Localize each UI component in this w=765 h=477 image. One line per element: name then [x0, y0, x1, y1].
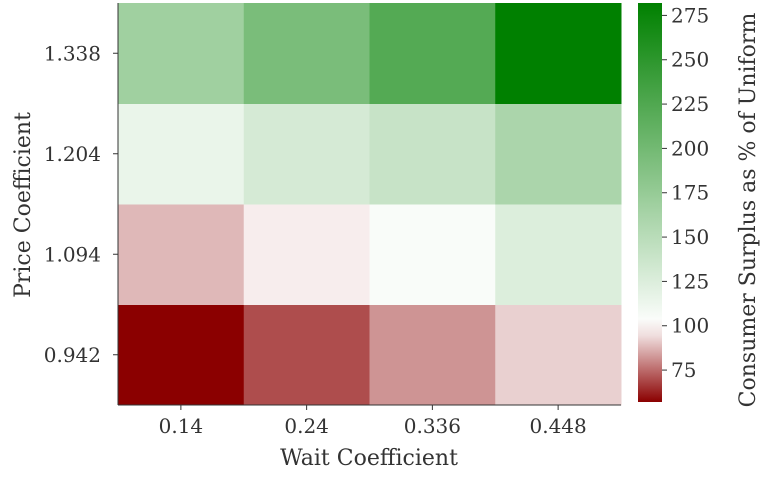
plot-axes [117, 3, 621, 406]
x-tick-label: 0.336 [404, 414, 461, 438]
heatmap-cell [118, 304, 245, 406]
heatmap-cell [495, 3, 622, 104]
colorbar-ticks: 75 100 125 150 175 200 225 250 275 [662, 3, 709, 382]
heatmap-cell [369, 304, 496, 406]
x-axis-label: Wait Coefficient [280, 446, 458, 471]
y-tick-label: 1.338 [44, 41, 101, 65]
y-tick-label: 1.094 [44, 242, 101, 266]
colorbar-tick-label: 125 [671, 269, 709, 293]
heatmap-cell [118, 3, 245, 104]
heatmap-cell [118, 204, 245, 305]
colorbar-tick-label: 275 [671, 3, 709, 27]
heatmap-cell [495, 103, 622, 205]
colorbar-tick-label: 225 [671, 92, 709, 116]
heatmap-cell [369, 204, 496, 305]
colorbar-tick-label: 150 [671, 225, 709, 249]
colorbar-tick-label: 200 [671, 136, 709, 160]
heatmap-cell [495, 204, 622, 305]
colorbar-label: Consumer Surplus as % of Uniform [736, 13, 761, 408]
x-tick-label: 0.448 [529, 414, 586, 438]
heatmap-cell [369, 3, 496, 104]
colorbar-tick-label: 175 [671, 181, 709, 205]
y-axis-label: Price Coefficient [11, 112, 36, 298]
x-tick-labels: 0.14 0.24 0.336 0.448 [159, 405, 587, 438]
y-tick-labels: 0.942 1.094 1.204 1.338 [44, 41, 118, 367]
colorbar-tick-label: 75 [671, 358, 696, 382]
x-tick-label: 0.14 [159, 414, 204, 438]
colorbar-tick-label: 100 [671, 314, 709, 338]
y-tick-label: 1.204 [44, 142, 101, 166]
heatmap-cell [243, 3, 370, 104]
heatmap-cell [369, 103, 496, 205]
colorbar [638, 3, 662, 402]
heatmap-cell [243, 204, 370, 305]
y-tick-label: 0.942 [44, 343, 101, 367]
heatmap-cell [118, 103, 245, 205]
heatmap-cell [243, 103, 370, 205]
x-tick-label: 0.24 [284, 414, 329, 438]
colorbar-tick-label: 250 [671, 48, 709, 72]
heatmap-cells [118, 3, 622, 406]
heatmap-cell [495, 304, 622, 406]
heatmap-cell [243, 304, 370, 406]
